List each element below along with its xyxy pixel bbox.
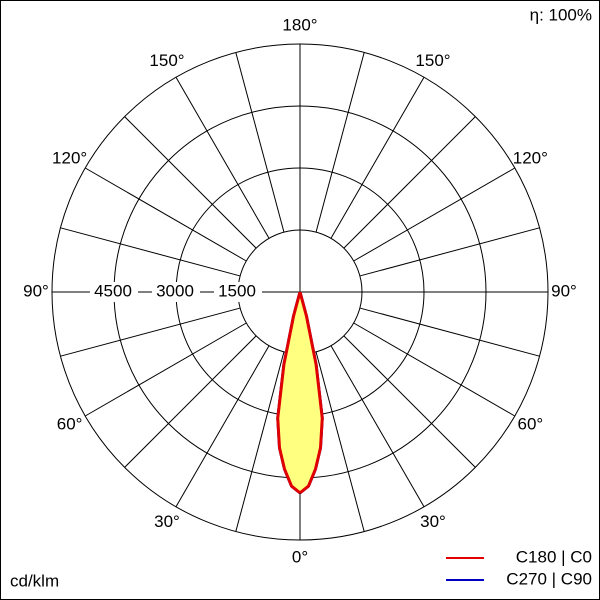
legend-label: C270 | C90 [506, 569, 592, 588]
radial-line [353, 167, 516, 262]
radial-line [343, 335, 476, 468]
r-tick-label: 3000 [156, 281, 194, 300]
legend-label: C180 | C0 [516, 547, 592, 566]
r-tick-label: 1500 [218, 281, 256, 300]
outer-circle [51, 43, 549, 541]
angle-tick-label: 120° [513, 148, 548, 167]
tick-label-bg [90, 282, 138, 302]
r-tick-label: 4500 [94, 281, 132, 300]
radial-line [315, 52, 365, 233]
angle-tick-label: 120° [52, 148, 87, 167]
radial-line [343, 116, 476, 249]
angle-tick-label: 150° [149, 51, 184, 70]
angle-tick-label: 0° [292, 547, 308, 566]
radial-line [175, 76, 270, 239]
radial-line [359, 307, 540, 357]
angle-tick-label: 60° [57, 414, 83, 433]
radial-line [315, 351, 365, 532]
radial-line [359, 227, 540, 277]
radial-line [330, 76, 425, 239]
radial-line [353, 322, 516, 417]
angle-tick-label: 150° [415, 51, 450, 70]
angle-tick-label: 90° [23, 281, 49, 300]
curve-fill [300, 292, 323, 493]
curve-line [276, 291, 302, 495]
angle-tick-label: 30° [420, 512, 446, 531]
angle-tick-label: 180° [282, 15, 317, 34]
radial-line [235, 52, 285, 233]
unit-label: cd/klm [10, 571, 59, 590]
angle-tick-label: 60° [518, 414, 544, 433]
angle-tick-label: 90° [551, 281, 577, 300]
radial-line [330, 345, 425, 508]
radial-line [84, 322, 247, 417]
radial-line [84, 167, 247, 262]
radial-line [175, 345, 270, 508]
radial-line [124, 335, 257, 468]
radial-line [60, 227, 241, 277]
radial-line [60, 307, 241, 357]
angle-tick-label: 30° [154, 512, 180, 531]
radial-line [124, 116, 257, 249]
radial-line [235, 351, 285, 532]
tick-label-bg [214, 282, 262, 302]
curve-line [298, 291, 324, 495]
efficiency: η: 100% [530, 5, 592, 24]
curve-fill [277, 292, 300, 493]
tick-label-bg [152, 282, 200, 302]
